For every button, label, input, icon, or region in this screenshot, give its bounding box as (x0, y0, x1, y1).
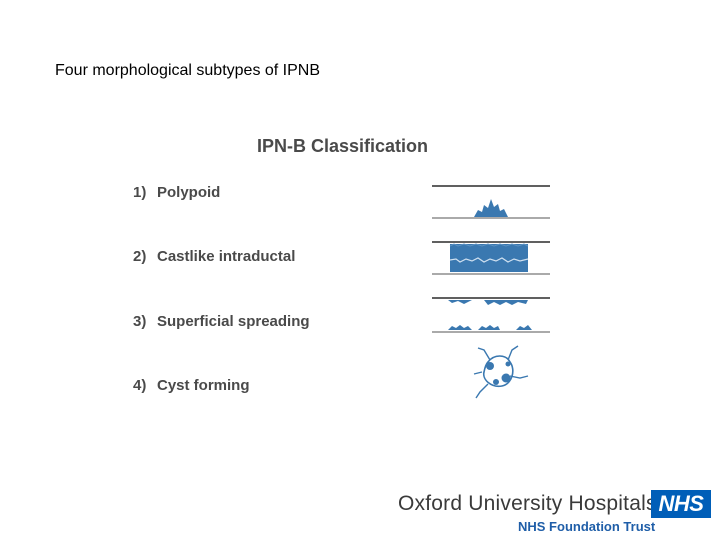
list-label: Superficial spreading (157, 313, 310, 330)
cyst-forming-diagram-icon (468, 344, 530, 400)
list-number: 4) (133, 377, 147, 394)
polypoid-diagram-icon (430, 180, 552, 222)
list-label: Polypoid (157, 184, 221, 201)
nhs-logo: NHS (651, 490, 711, 518)
list-item-cyst-forming: 4) Cyst forming (133, 377, 250, 394)
organization-name: Oxford University Hospitals (398, 492, 657, 515)
organization-subtitle: NHS Foundation Trust (518, 519, 656, 534)
castlike-diagram-icon (430, 236, 552, 278)
superficial-spreading-diagram-icon (430, 292, 552, 336)
slide-title: Four morphological subtypes of IPNB (55, 62, 321, 79)
figure-heading: IPN-B Classification (257, 136, 429, 156)
list-label: Castlike intraductal (157, 248, 296, 265)
list-number: 2) (133, 248, 147, 265)
list-label: Cyst forming (157, 377, 250, 394)
list-item-polypoid: 1) Polypoid (133, 184, 220, 201)
list-number: 3) (133, 313, 147, 330)
list-item-superficial-spreading: 3) Superficial spreading (133, 313, 310, 330)
list-number: 1) (133, 184, 147, 201)
list-item-castlike: 2) Castlike intraductal (133, 248, 295, 265)
